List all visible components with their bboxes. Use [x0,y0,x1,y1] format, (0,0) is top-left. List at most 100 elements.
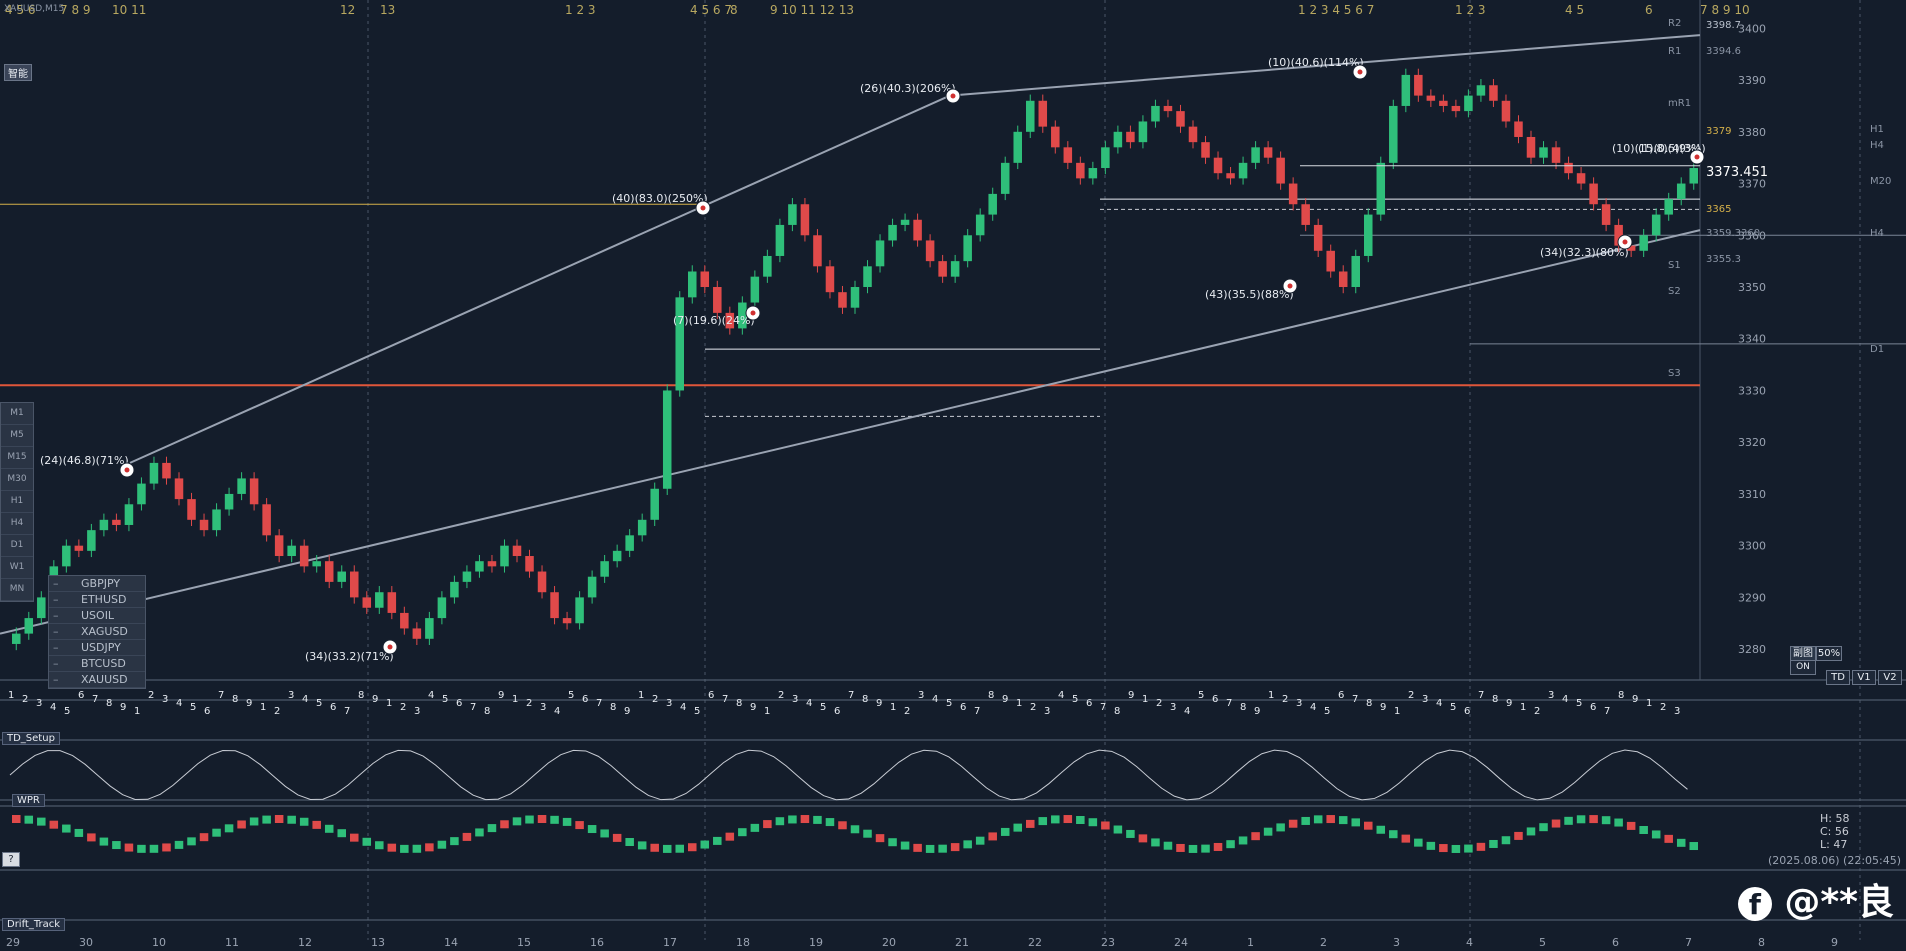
drift-candle [299,817,309,826]
td-count: 3 [1170,702,1176,713]
drift-candle [637,841,647,850]
drift-candle [738,828,747,837]
symbol-item[interactable]: ETHUSD [49,592,145,608]
td-count: 9 [1128,690,1134,701]
trendline-lower [0,229,1701,635]
drift-candle [813,815,822,824]
timeframe-button[interactable]: D1 [1,535,33,557]
symbol-item[interactable]: USOIL [49,608,145,624]
td-count: 6 [1338,690,1344,701]
candle-body [1238,162,1248,179]
symbol-item[interactable]: GBPJPY [49,576,145,592]
percent-button[interactable]: 50% [1816,646,1842,661]
candle-body [437,597,447,619]
timeframe-button[interactable]: MN [1,579,33,601]
td-count: 5 [568,690,574,701]
drift-candle [400,844,409,853]
candle-body [1626,245,1636,251]
candle-body [650,488,659,520]
timeframe-button[interactable]: M1 [1,403,33,425]
td-count: 3 [414,706,420,717]
wave-marker-dot [1357,69,1363,75]
help-icon[interactable]: ? [2,852,20,867]
drift-candle [1601,816,1611,825]
candle-body [475,561,484,572]
wave-marker-dot [124,467,130,473]
symbol-item[interactable]: XAUUSD [49,672,145,688]
td-count: 8 [106,698,112,709]
td-count: 2 [1030,702,1036,713]
drift-h: 58 [1835,812,1850,825]
timeframe-button[interactable]: M30 [1,469,33,491]
candle-body [1439,100,1448,106]
drift-candle [950,843,960,852]
td-count: 5 [190,702,196,713]
candle-body [925,240,935,262]
wave-label: (1)(0.5)(3%) [1638,142,1706,155]
candle-body [1601,204,1611,225]
v1-button[interactable]: V1 [1852,670,1876,685]
td-count: 7 [722,694,728,705]
symbol-item[interactable]: USDJPY [49,640,145,656]
on-button[interactable]: ON [1790,660,1816,675]
wave-label: (10)(15.8)(49%) [1612,142,1701,155]
td-count: 4 [50,702,56,713]
candle-body [550,592,559,619]
x-tick-label: 19 [809,936,823,949]
y-tick-label: 3390 [1738,74,1766,87]
td-count: 8 [358,690,364,701]
td-count: 2 [400,702,406,713]
timeframe-button[interactable]: M15 [1,447,33,469]
symbol-item[interactable]: BTCUSD [49,656,145,672]
sub-button[interactable]: 副图 [1790,646,1816,661]
candle-body [312,561,321,567]
drift-candle [1301,816,1310,825]
td-count: 1 [1016,698,1022,709]
symbol-label: XAUUSD,M15 [4,4,65,14]
top-count: 4 5 6 7 [690,3,732,17]
candle-body [1201,142,1210,158]
candles [12,68,1698,651]
v2-button[interactable]: V2 [1878,670,1902,685]
x-tick-label: 3 [1393,936,1400,949]
timeframe-button[interactable]: W1 [1,557,33,579]
candle-body [863,266,872,288]
td-count: 9 [750,702,756,713]
drift-candle [675,844,684,853]
symbol-item[interactable]: XAGUSD [49,624,145,640]
price-label: 3365 [1706,204,1731,215]
x-tick-label: 6 [1612,936,1619,949]
symbol-panel: GBPJPY ETHUSD USOIL XAGUSD USDJPY BTCUSD… [48,575,146,689]
top-count: 1 2 3 [1455,3,1486,17]
td-count: 3 [1548,690,1554,701]
candle-body [1063,147,1073,163]
top-count: 4 5 6 [5,3,36,17]
drift-candle [963,840,972,849]
candle-body [1126,131,1135,143]
drift-candle [1664,834,1673,843]
candle-body [87,530,96,551]
watermark-text: @**良 [1784,882,1894,923]
timeframe-button[interactable]: M5 [1,425,33,447]
x-tick-label: 24 [1174,936,1188,949]
mode-badge[interactable]: 智能 [4,64,32,81]
drift-candle [1013,823,1022,832]
drift-candle [99,837,109,846]
top-count: 9 10 11 12 13 [770,3,854,17]
td-count: 1 [260,702,266,713]
y-tick-label: 3400 [1738,22,1766,35]
drift-candle [1038,817,1048,826]
timeframe-button[interactable]: H4 [1,513,33,535]
wave-label: (7)(19.6)(24%) [673,314,755,327]
y-tick-label: 3370 [1738,178,1766,191]
drift-candle [1276,823,1285,832]
drift-candle [550,815,559,824]
top-count: 10 11 [112,3,146,17]
top-count: 1 2 3 [565,3,596,17]
drift-candle [1251,832,1260,841]
td-button[interactable]: TD [1826,670,1850,685]
timeframe-button[interactable]: H1 [1,491,33,513]
drift-candle [763,820,772,829]
candle-body [713,287,722,313]
